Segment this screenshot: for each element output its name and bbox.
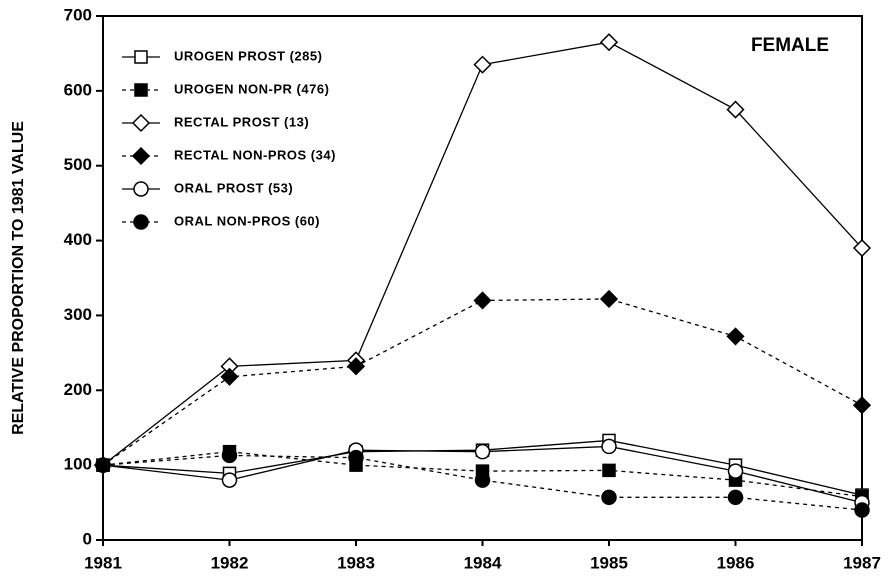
- y-tick-label: 200: [64, 380, 92, 399]
- legend-label: RECTAL PROST (13): [174, 114, 309, 129]
- legend-marker: [131, 113, 151, 133]
- legend-label: UROGEN PROST (285): [174, 48, 322, 63]
- data-point: [221, 447, 238, 464]
- y-tick-label: 300: [64, 305, 92, 324]
- y-tick-label: 700: [64, 5, 92, 24]
- data-point: [726, 100, 745, 119]
- legend-marker: [131, 146, 151, 166]
- data-point: [473, 55, 492, 74]
- legend-label: RECTAL NON-PROS (34): [174, 147, 336, 162]
- data-point: [473, 291, 492, 310]
- data-point: [602, 463, 616, 478]
- data-point: [727, 463, 744, 479]
- data-point: [727, 489, 744, 506]
- x-tick-label: 1986: [717, 553, 755, 572]
- data-point: [852, 238, 872, 258]
- legend-label: ORAL NON-PROS (60): [174, 213, 320, 228]
- x-tick-label: 1982: [211, 553, 249, 572]
- y-tick-label: 100: [64, 455, 92, 474]
- data-point: [601, 489, 617, 506]
- y-tick-label: 400: [64, 230, 92, 249]
- x-tick-label: 1983: [337, 553, 375, 572]
- series-line: [102, 41, 863, 466]
- data-point: [599, 33, 619, 52]
- data-point: [95, 457, 111, 473]
- data-point: [601, 438, 617, 455]
- data-point: [726, 327, 745, 346]
- legend-label: ORAL PROST (53): [174, 180, 293, 195]
- y-axis-label: RELATIVE PROPORTION TO 1981 VALUE: [10, 121, 27, 435]
- x-tick-label: 1987: [843, 553, 881, 572]
- legend-marker: [133, 214, 149, 230]
- y-tick-label: 500: [64, 155, 92, 174]
- data-point: [474, 443, 491, 460]
- data-point: [474, 472, 491, 488]
- data-point: [346, 357, 366, 376]
- legend-marker: [134, 50, 148, 64]
- data-point: [348, 449, 364, 466]
- data-point: [854, 502, 870, 518]
- y-tick-label: 600: [64, 80, 92, 99]
- data-point: [220, 367, 239, 386]
- x-tick-label: 1985: [590, 553, 628, 572]
- y-tick-label: 0: [83, 529, 92, 548]
- legend-marker: [133, 181, 149, 197]
- data-point: [599, 289, 619, 309]
- data-point: [852, 396, 872, 415]
- annotation: FEMALE: [751, 35, 829, 56]
- x-tick-label: 1984: [464, 553, 502, 572]
- data-point: [221, 472, 238, 488]
- series-line: [102, 298, 863, 466]
- x-tick-label: 1981: [84, 553, 122, 572]
- legend-marker: [134, 83, 148, 97]
- legend-label: UROGEN NON-PR (476): [174, 81, 329, 96]
